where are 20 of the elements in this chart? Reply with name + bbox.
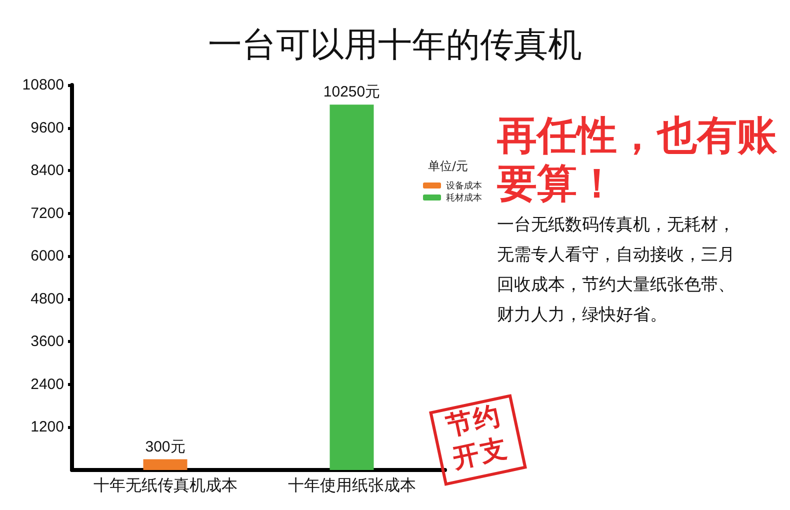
- legend-label: 耗材成本: [446, 192, 482, 202]
- legend-label: 设备成本: [446, 180, 482, 190]
- y-tick-label: 8400: [30, 162, 64, 180]
- legend-title: 单位/元: [428, 158, 468, 175]
- text: 再任性，也有账要算！: [497, 112, 778, 208]
- stamp: 节约开支: [429, 394, 527, 486]
- y-tick-label: 9600: [30, 119, 64, 136]
- y-tick-label: 4800: [30, 290, 64, 308]
- y-tick-label: 3600: [30, 333, 64, 350]
- text: 一台无纸数码传真机，无耗材，无需专人看守，自动接收，三月回收成本，节约大量纸张色带、财力人力，绿快好省。: [497, 214, 736, 327]
- y-tick-label: 7200: [30, 204, 64, 222]
- x-tick-label: 十年使用纸张成本: [288, 476, 416, 494]
- x-tick-label: 十年无纸传真机成本: [93, 476, 238, 494]
- y-tick-label: 1200: [30, 418, 64, 436]
- data-label: 10250元: [323, 84, 380, 101]
- chart-title: 一台可以用十年的传真机: [207, 24, 583, 67]
- y-tick-label: 6000: [30, 248, 64, 265]
- data-label: 300元: [145, 438, 186, 456]
- y-tick-label: 2400: [30, 376, 64, 393]
- y-tick-label: 10800: [22, 76, 64, 94]
